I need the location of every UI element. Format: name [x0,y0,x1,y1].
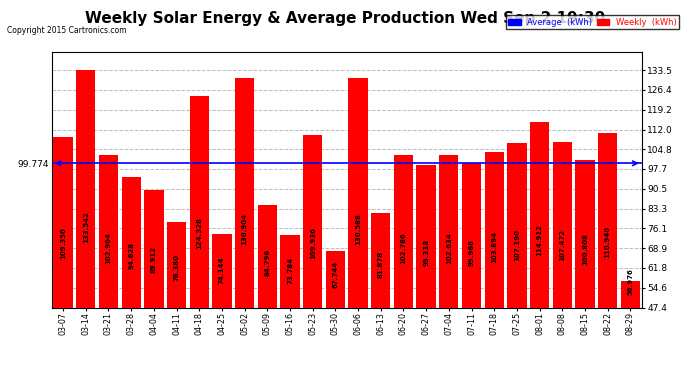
Text: 67.744: 67.744 [333,261,338,288]
Text: 99.318: 99.318 [423,239,429,266]
Text: 109.350: 109.350 [60,228,66,260]
Bar [553,142,572,375]
Bar [167,222,186,375]
Text: 130.904: 130.904 [241,212,248,244]
Bar [484,152,504,375]
Text: 133.542: 133.542 [83,211,89,243]
Text: 102.634: 102.634 [446,232,452,264]
Text: 102.904: 102.904 [106,232,112,264]
Bar [440,155,458,375]
Text: 109.936: 109.936 [310,227,316,259]
Text: 89.912: 89.912 [151,246,157,273]
Text: 102.786: 102.786 [400,232,406,264]
Text: 99.968: 99.968 [469,239,475,266]
Text: 94.628: 94.628 [128,243,134,270]
Bar [280,235,299,375]
Bar [417,165,436,375]
Text: 114.912: 114.912 [537,224,542,255]
Bar [76,70,95,375]
Text: 81.878: 81.878 [377,251,384,278]
Text: 107.190: 107.190 [514,229,520,261]
Text: Copyright 2015 Cartronics.com: Copyright 2015 Cartronics.com [7,26,126,35]
Bar [598,132,618,375]
Text: 74.144: 74.144 [219,256,225,284]
Bar [575,160,595,375]
Bar [235,78,254,375]
Text: 100.808: 100.808 [582,233,588,265]
Bar [303,135,322,375]
Bar [99,154,118,375]
Bar [507,143,526,375]
Bar [53,137,72,375]
Text: 110.940: 110.940 [604,226,611,258]
Bar [326,252,345,375]
Bar [121,177,141,375]
Legend: Average  (kWh), Weekly  (kWh): Average (kWh), Weekly (kWh) [506,15,679,29]
Text: 124.328: 124.328 [196,217,202,249]
Text: 56.976: 56.976 [627,268,633,296]
Bar [621,281,640,375]
Bar [371,213,391,375]
Bar [144,190,164,375]
Text: Weekly Solar Energy & Average Production Wed Sep 2 19:30: Weekly Solar Energy & Average Production… [85,11,605,26]
Bar [213,234,232,375]
Bar [348,78,368,375]
Text: 103.894: 103.894 [491,231,497,263]
Text: 78.380: 78.380 [174,254,179,280]
Bar [190,96,209,375]
Text: 84.796: 84.796 [264,249,270,276]
Bar [257,204,277,375]
Bar [530,122,549,375]
Bar [462,163,481,375]
Text: 130.588: 130.588 [355,213,361,245]
Text: 73.784: 73.784 [287,256,293,284]
Text: 107.472: 107.472 [560,229,565,261]
Bar [394,155,413,375]
